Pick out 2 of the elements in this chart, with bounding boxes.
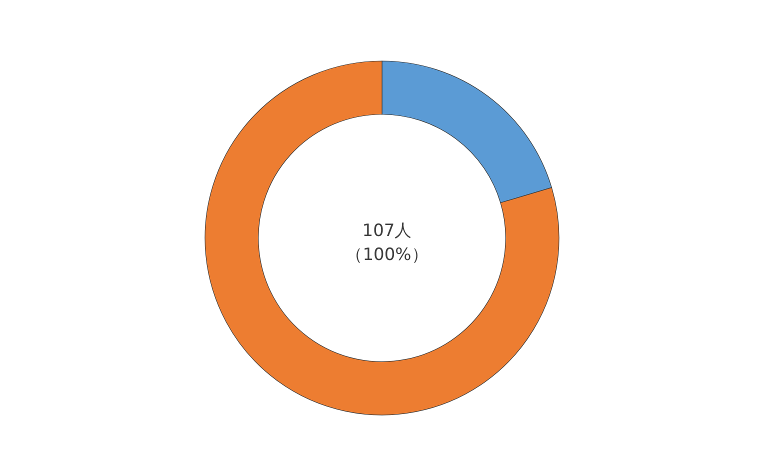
text: （100%） xyxy=(346,245,428,265)
text: 107人 xyxy=(362,221,412,241)
